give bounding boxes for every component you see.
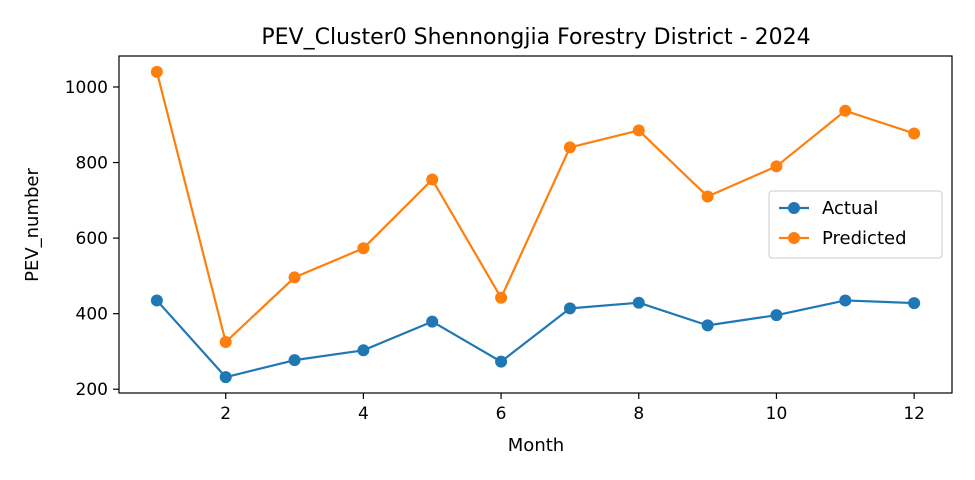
data-point-predicted [495, 291, 508, 304]
data-point-predicted [426, 173, 439, 186]
legend-box [768, 190, 943, 259]
data-point-actual [563, 302, 576, 315]
plot-frame [118, 55, 953, 394]
data-point-predicted [701, 190, 714, 203]
data-point-predicted [908, 127, 921, 140]
data-point-actual [770, 309, 783, 322]
data-point-actual [908, 297, 921, 310]
data-point-actual [219, 371, 232, 384]
data-point-predicted [150, 65, 163, 78]
y-tick-label: 1000 [65, 78, 108, 98]
x-tick-label: 12 [903, 404, 925, 424]
series-predicted [150, 65, 921, 348]
x-axis-label: Month [508, 435, 564, 456]
y-tick-label: 200 [76, 380, 108, 400]
data-point-predicted [563, 141, 576, 154]
legend: Actual Predicted [768, 190, 943, 259]
data-point-predicted [219, 335, 232, 348]
data-point-predicted [632, 124, 645, 137]
data-point-predicted [288, 271, 301, 284]
x-tick-label: 8 [633, 404, 644, 424]
y-axis-label: PEV_number [22, 168, 43, 282]
data-point-actual [288, 354, 301, 367]
data-point-actual [357, 344, 370, 357]
legend-label-predicted: Predicted [822, 228, 907, 249]
y-tick-label: 800 [76, 154, 108, 174]
legend-marker-predicted [788, 232, 800, 244]
data-point-predicted [770, 160, 783, 173]
data-point-actual [632, 296, 645, 309]
x-tick-label: 10 [766, 404, 788, 424]
data-point-actual [150, 294, 163, 307]
data-point-actual [495, 355, 508, 368]
x-tick-label: 4 [358, 404, 369, 424]
series-actual [150, 294, 921, 384]
series-line-predicted [155, 71, 915, 344]
x-tick-label: 6 [496, 404, 507, 424]
x-tick-label: 2 [220, 404, 231, 424]
data-point-actual [426, 315, 439, 328]
y-tick-label: 400 [76, 305, 108, 325]
legend-label-actual: Actual [822, 198, 878, 219]
data-point-actual [701, 319, 714, 332]
data-point-predicted [357, 242, 370, 255]
y-tick-label: 600 [76, 229, 108, 249]
chart-title: PEV_Cluster0 Shennongjia Forestry Distri… [261, 25, 810, 50]
legend-marker-actual [788, 202, 800, 214]
data-point-predicted [839, 104, 852, 117]
data-point-actual [839, 294, 852, 307]
series-line-actual [156, 299, 915, 379]
